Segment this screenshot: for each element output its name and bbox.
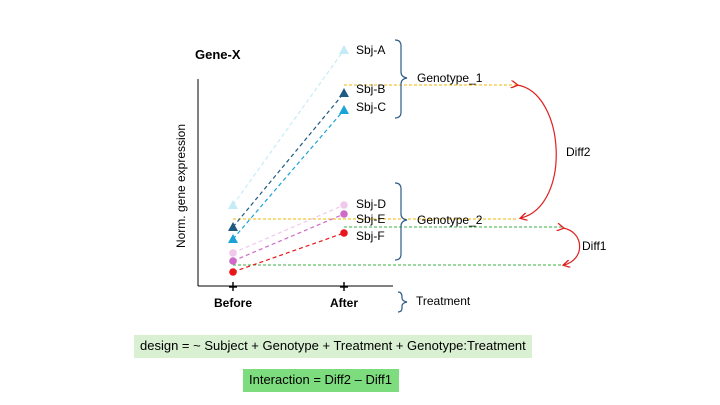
sbj-f-before-marker (229, 268, 237, 276)
sbj-c-after-marker (339, 105, 349, 114)
interaction-formula-text: Interaction = Diff2 – Diff1 (249, 372, 392, 387)
tick-before (229, 282, 237, 291)
tick-label-after: After (330, 296, 358, 310)
sbj-d-label: Sbj-D (356, 197, 386, 211)
treatment-label: Treatment (416, 294, 471, 308)
tick-label-before: Before (214, 296, 252, 310)
genotype-2-bracket (394, 182, 408, 261)
genotype-1-bracket (394, 39, 408, 119)
sbj-f-label: Sbj-F (356, 229, 385, 243)
sbj-d-after-marker (340, 201, 348, 209)
diff1-arrow (563, 228, 581, 265)
sbj-b-after-marker (339, 88, 349, 97)
tick-after (340, 282, 348, 291)
interaction-formula-box: Interaction = Diff2 – Diff1 (243, 369, 399, 392)
sbj-c-before-marker (228, 234, 238, 243)
sbj-d-line (232, 204, 345, 254)
sbj-c-label: Sbj-C (356, 100, 386, 114)
sbj-e-after-marker (340, 210, 348, 218)
design-formula-text: design = ~ Subject + Genotype + Treatmen… (140, 338, 526, 353)
chart-title: Gene-X (195, 47, 241, 62)
diff2-arrow (517, 85, 557, 218)
diff2-label: Diff2 (566, 145, 591, 159)
sbj-a-line (232, 49, 345, 206)
diff1-label: Diff1 (582, 239, 607, 253)
sbj-a-before-marker (228, 200, 238, 209)
sbj-e-label: Sbj-E (356, 212, 385, 226)
sbj-b-before-marker (228, 222, 238, 231)
sbj-f-line (232, 232, 345, 273)
sbj-b-line (232, 92, 345, 228)
sbj-c-line (232, 109, 345, 240)
sbj-a-after-marker (339, 45, 349, 54)
genotype-2-label: Genotype_2 (417, 213, 483, 227)
sbj-f-after-marker (340, 229, 348, 237)
treatment-bracket (397, 291, 408, 313)
sbj-e-line (232, 213, 345, 262)
sbj-b-label: Sbj-B (356, 82, 385, 96)
sbj-e-before-marker (229, 257, 237, 265)
design-formula-box: design = ~ Subject + Genotype + Treatmen… (134, 335, 532, 358)
sbj-a-label: Sbj-A (356, 43, 385, 57)
genotype-1-label: Genotype_1 (417, 71, 483, 85)
y-axis-label: Norm. gene expression (174, 124, 188, 248)
sbj-d-before-marker (229, 249, 237, 257)
